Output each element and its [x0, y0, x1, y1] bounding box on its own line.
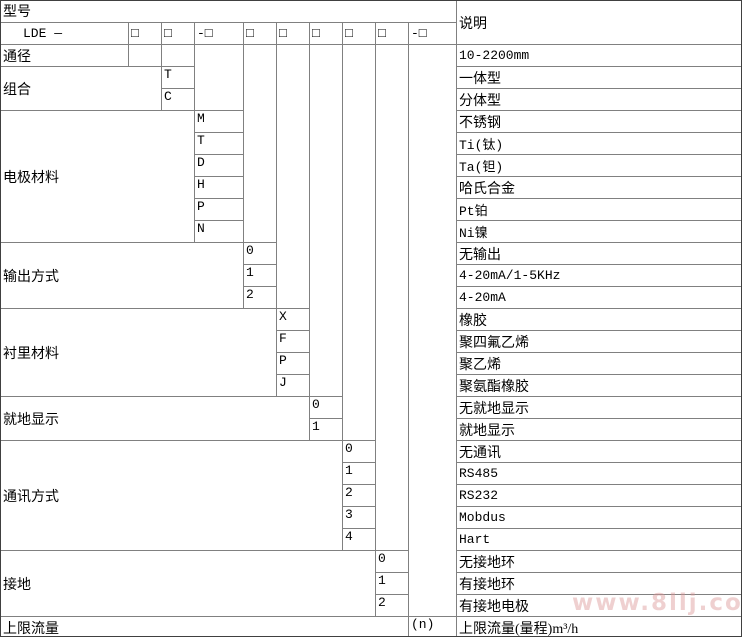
option-code: 0 — [375, 550, 409, 573]
option-code: 2 — [243, 286, 277, 309]
option-code: C — [161, 88, 195, 111]
code-slot-8: □ — [375, 22, 409, 45]
empty-column-cell — [342, 44, 376, 441]
section-label: 输出方式 — [0, 242, 244, 309]
section-label: 接地 — [0, 550, 376, 617]
code-slot-3: -□ — [194, 22, 244, 45]
option-description: 无接地环 — [456, 550, 742, 573]
empty-column-cell — [243, 44, 277, 243]
option-description: 聚四氟乙烯 — [456, 330, 742, 353]
empty-column-cell — [161, 44, 195, 67]
empty-column-cell — [194, 44, 244, 111]
option-description: Pt铂 — [456, 198, 742, 221]
section-label: 衬里材料 — [0, 308, 277, 397]
option-description: 无通讯 — [456, 440, 742, 463]
code-slot-5: □ — [276, 22, 310, 45]
model-label: 型号 — [0, 0, 457, 23]
option-code: H — [194, 176, 244, 199]
option-code: (n) — [408, 616, 457, 637]
model-prefix: LDE — — [0, 22, 129, 45]
option-code: N — [194, 220, 244, 243]
option-code: 1 — [375, 572, 409, 595]
option-code: 3 — [342, 506, 376, 529]
option-code: X — [276, 308, 310, 331]
empty-column-cell — [375, 44, 409, 551]
empty-column-cell — [408, 44, 457, 617]
option-code: 1 — [243, 264, 277, 287]
option-code: J — [276, 374, 310, 397]
option-description: Ta(钽) — [456, 154, 742, 177]
section-label: 通径 — [0, 44, 129, 67]
section-label: 通讯方式 — [0, 440, 343, 551]
option-description: 上限流量(量程)m³/h — [456, 616, 742, 637]
option-description: Ni镍 — [456, 220, 742, 243]
option-code: 4 — [342, 528, 376, 551]
section-label: 组合 — [0, 66, 162, 111]
option-code: 0 — [309, 396, 343, 419]
option-description: 4-20mA/1-5KHz — [456, 264, 742, 287]
description-header: 说明 — [456, 0, 742, 45]
empty-column-cell — [276, 44, 310, 309]
option-code: F — [276, 330, 310, 353]
option-description: Ti(钛) — [456, 132, 742, 155]
option-description: Mobdus — [456, 506, 742, 529]
code-slot-1: □ — [128, 22, 162, 45]
code-slot-4: □ — [243, 22, 277, 45]
option-code: 0 — [243, 242, 277, 265]
option-code: P — [194, 198, 244, 221]
option-code: T — [194, 132, 244, 155]
option-description: 无输出 — [456, 242, 742, 265]
option-description: 10-2200mm — [456, 44, 742, 67]
section-label: 上限流量 — [0, 616, 409, 637]
option-description: RS485 — [456, 462, 742, 485]
option-description: RS232 — [456, 484, 742, 507]
code-slot-2: □ — [161, 22, 195, 45]
option-code: P — [276, 352, 310, 375]
option-description: 无就地显示 — [456, 396, 742, 419]
watermark: www.8llj.com — [572, 590, 742, 616]
option-description: 聚乙烯 — [456, 352, 742, 375]
option-code: 1 — [342, 462, 376, 485]
option-code: 1 — [309, 418, 343, 441]
option-code — [128, 44, 162, 67]
option-description: Hart — [456, 528, 742, 551]
empty-column-cell — [309, 44, 343, 397]
option-code: T — [161, 66, 195, 89]
section-label: 电极材料 — [0, 110, 195, 243]
option-code: 2 — [375, 594, 409, 617]
code-slot-9: -□ — [408, 22, 457, 45]
option-description: 哈氏合金 — [456, 176, 742, 199]
section-label: 就地显示 — [0, 396, 310, 441]
option-description: 一体型 — [456, 66, 742, 89]
option-description: 就地显示 — [456, 418, 742, 441]
option-description: 不锈钢 — [456, 110, 742, 133]
code-slot-6: □ — [309, 22, 343, 45]
code-slot-7: □ — [342, 22, 376, 45]
option-code: D — [194, 154, 244, 177]
option-description: 聚氨酯橡胶 — [456, 374, 742, 397]
option-description: 分体型 — [456, 88, 742, 111]
option-description: 4-20mA — [456, 286, 742, 309]
option-code: 0 — [342, 440, 376, 463]
option-code: M — [194, 110, 244, 133]
option-description: 橡胶 — [456, 308, 742, 331]
option-code: 2 — [342, 484, 376, 507]
